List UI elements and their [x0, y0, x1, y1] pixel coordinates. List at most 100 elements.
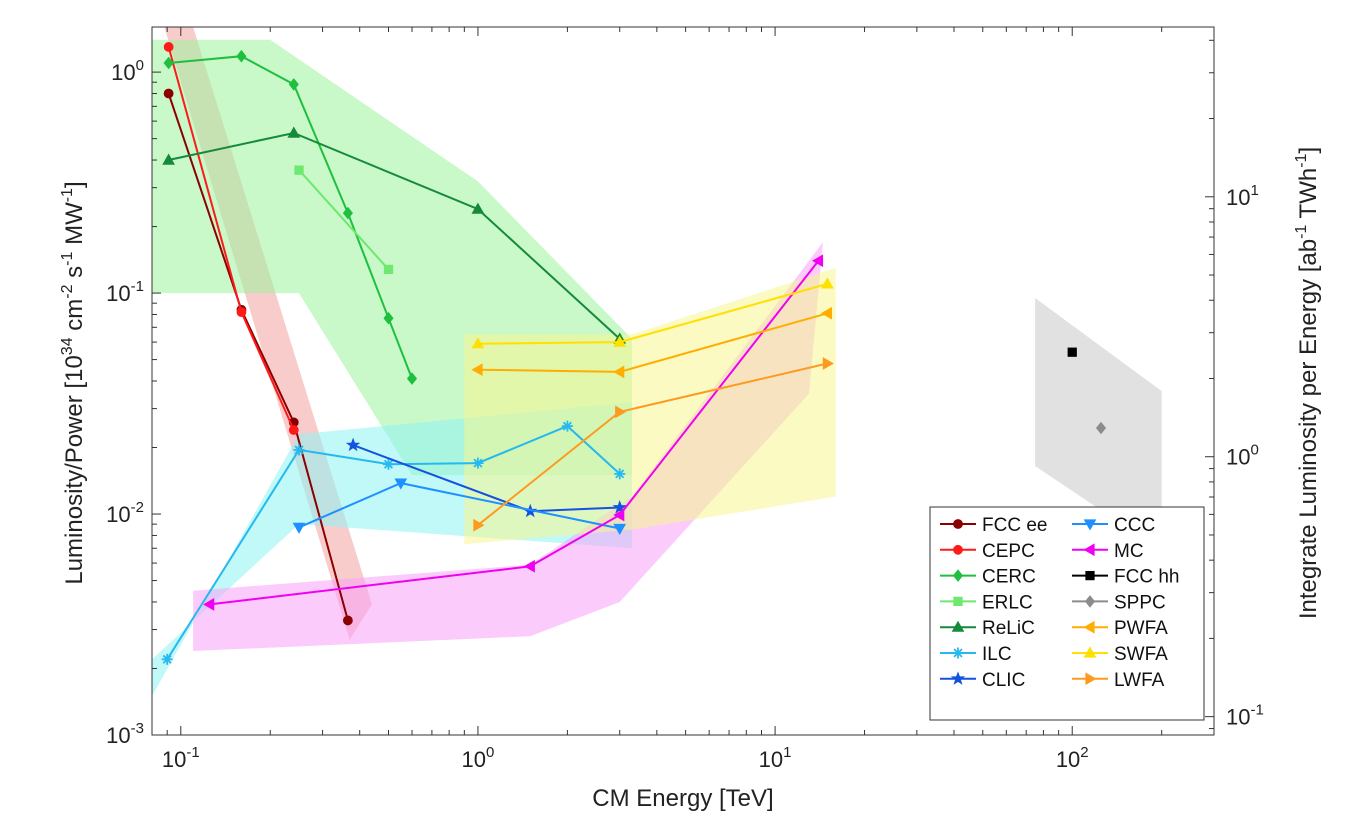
point-fcc-hh-0: [1067, 347, 1077, 357]
legend-label-swfa: SWFA: [1114, 644, 1168, 665]
legend-item-lwfa: LWFA: [1072, 670, 1165, 691]
legend-marker-fcc-ee: [953, 519, 963, 529]
y-tick-label: 10-1: [106, 278, 144, 306]
legend-marker-clic: [950, 671, 966, 685]
point-ilc-4: [561, 420, 573, 432]
point-cerc-0: [163, 56, 174, 70]
series-layer: [161, 42, 1107, 665]
point-cerc-1: [236, 49, 247, 63]
y-axis-left-ticks: 10-3 10-2 10-1 100: [106, 57, 161, 748]
point-pwfa-1: [613, 365, 625, 379]
y-tick-label: 100: [111, 57, 144, 85]
point-swfa-0: [471, 337, 485, 349]
x-axis-ticks: 10-1 100 101 102: [151, 27, 1215, 772]
legend-marker-cepc: [953, 544, 963, 555]
legend-item-cepc: CEPC: [940, 541, 1035, 562]
point-erlc-1: [383, 264, 394, 275]
legend-marker-relic: [951, 620, 965, 632]
point-fcc-ee-0: [163, 88, 174, 99]
y-axis-left-title: Luminosity/Power [1034 cm-2 s-1 MW-1]: [59, 181, 88, 584]
point-erlc-0: [294, 165, 304, 175]
legend-marker-ccc: [1083, 519, 1097, 531]
point-pwfa-0: [471, 363, 483, 377]
legend-label-pwfa: PWFA: [1114, 618, 1168, 639]
legend-label-cerc: CERC: [982, 567, 1036, 588]
band-5: [1035, 298, 1162, 551]
legend-marker-pwfa: [1083, 620, 1095, 634]
uncertainty-bands: [152, 27, 1162, 697]
y2-tick-label: 100: [1226, 442, 1259, 470]
point-lwfa-2: [822, 357, 834, 370]
point-ccc-1: [394, 478, 408, 490]
x-tick-label: 100: [462, 744, 495, 772]
legend-item-sppc: SPPC: [1072, 592, 1166, 613]
point-cepc-2: [288, 425, 299, 435]
point-cerc-4: [383, 311, 394, 325]
point-lwfa-1: [615, 405, 627, 419]
legend-label-mc: MC: [1114, 541, 1144, 562]
series-ilc: [161, 420, 626, 665]
legend-item-pwfa: PWFA: [1072, 618, 1168, 639]
legend-item-mc: MC: [1072, 541, 1144, 562]
point-cepc-1: [236, 307, 247, 318]
y-tick-label: 10-2: [106, 499, 144, 527]
point-lwfa-0: [473, 518, 485, 532]
series-cepc: [163, 42, 299, 435]
point-relic-2: [471, 202, 485, 214]
legend-label-fcc-ee: FCC ee: [982, 515, 1047, 536]
point-fcc-ee-3: [342, 615, 353, 626]
point-ilc-3: [472, 457, 484, 469]
point-clic-0: [345, 437, 361, 452]
legend-item-fcc-ee: FCC ee: [940, 515, 1047, 536]
legend-item-ccc: CCC: [1072, 515, 1155, 536]
point-swfa-2: [821, 277, 834, 289]
legend-marker-fcc-hh: [1085, 570, 1095, 581]
legend-marker-mc: [1083, 543, 1095, 557]
series-cerc: [163, 49, 418, 385]
point-ccc-0: [292, 522, 306, 534]
band-3: [193, 242, 824, 651]
legend-item-cerc: CERC: [940, 567, 1036, 588]
series-fcc-hh: [1067, 347, 1077, 357]
point-relic-0: [162, 153, 175, 165]
legend-marker-ilc: [952, 647, 964, 659]
legend-marker-swfa: [1083, 646, 1097, 658]
legend-label-fcc-hh: FCC hh: [1114, 567, 1179, 588]
series-line-relic: [168, 131, 621, 340]
point-cerc-2: [288, 78, 299, 91]
legend-item-erlc: ERLC: [940, 592, 1033, 613]
point-mc-2: [613, 508, 625, 522]
point-mc-3: [811, 254, 824, 268]
x-axis-title: CM Energy [TeV]: [592, 785, 773, 812]
legend-marker-erlc: [953, 596, 963, 607]
point-ilc-1: [293, 444, 305, 456]
legend-box: [929, 506, 1205, 721]
y-tick-label: 10-3: [106, 720, 144, 748]
legend-label-cepc: CEPC: [982, 541, 1035, 562]
point-relic-1: [287, 126, 301, 138]
series-sppc: [1095, 421, 1107, 435]
legend-item-ilc: ILC: [940, 644, 1012, 665]
x-tick-label: 101: [759, 744, 792, 772]
legend-marker-lwfa: [1085, 672, 1097, 686]
legend-label-clic: CLIC: [982, 670, 1025, 691]
series-line-erlc: [298, 169, 390, 271]
y2-tick-label: 10-1: [1226, 702, 1264, 730]
legend: FCC ee CEPC CERC ERLC ReLiC ILC CLIC CCC MC FCC h…: [929, 506, 1205, 721]
legend-label-sppc: SPPC: [1114, 592, 1166, 613]
y-axis-right-ticks: 10-1 100 101: [1205, 39, 1264, 730]
point-cerc-3: [342, 206, 353, 220]
legend-marker-cerc: [952, 569, 964, 582]
point-ilc-0: [161, 653, 173, 665]
point-clic-2: [612, 500, 627, 514]
legend-item-swfa: SWFA: [1072, 644, 1168, 665]
legend-item-relic: ReLiC: [940, 618, 1035, 639]
point-cepc-0: [163, 42, 174, 52]
y-axis-right-title: Integrate Luminosity per Energy [ab-1 TW…: [1293, 147, 1322, 619]
legend-label-lwfa: LWFA: [1114, 670, 1165, 691]
series-ccc: [292, 478, 627, 536]
point-ilc-5: [614, 468, 626, 480]
point-mc-1: [523, 559, 535, 573]
legend-item-fcc-hh: FCC hh: [1072, 567, 1179, 588]
series-line-cerc: [168, 55, 413, 379]
